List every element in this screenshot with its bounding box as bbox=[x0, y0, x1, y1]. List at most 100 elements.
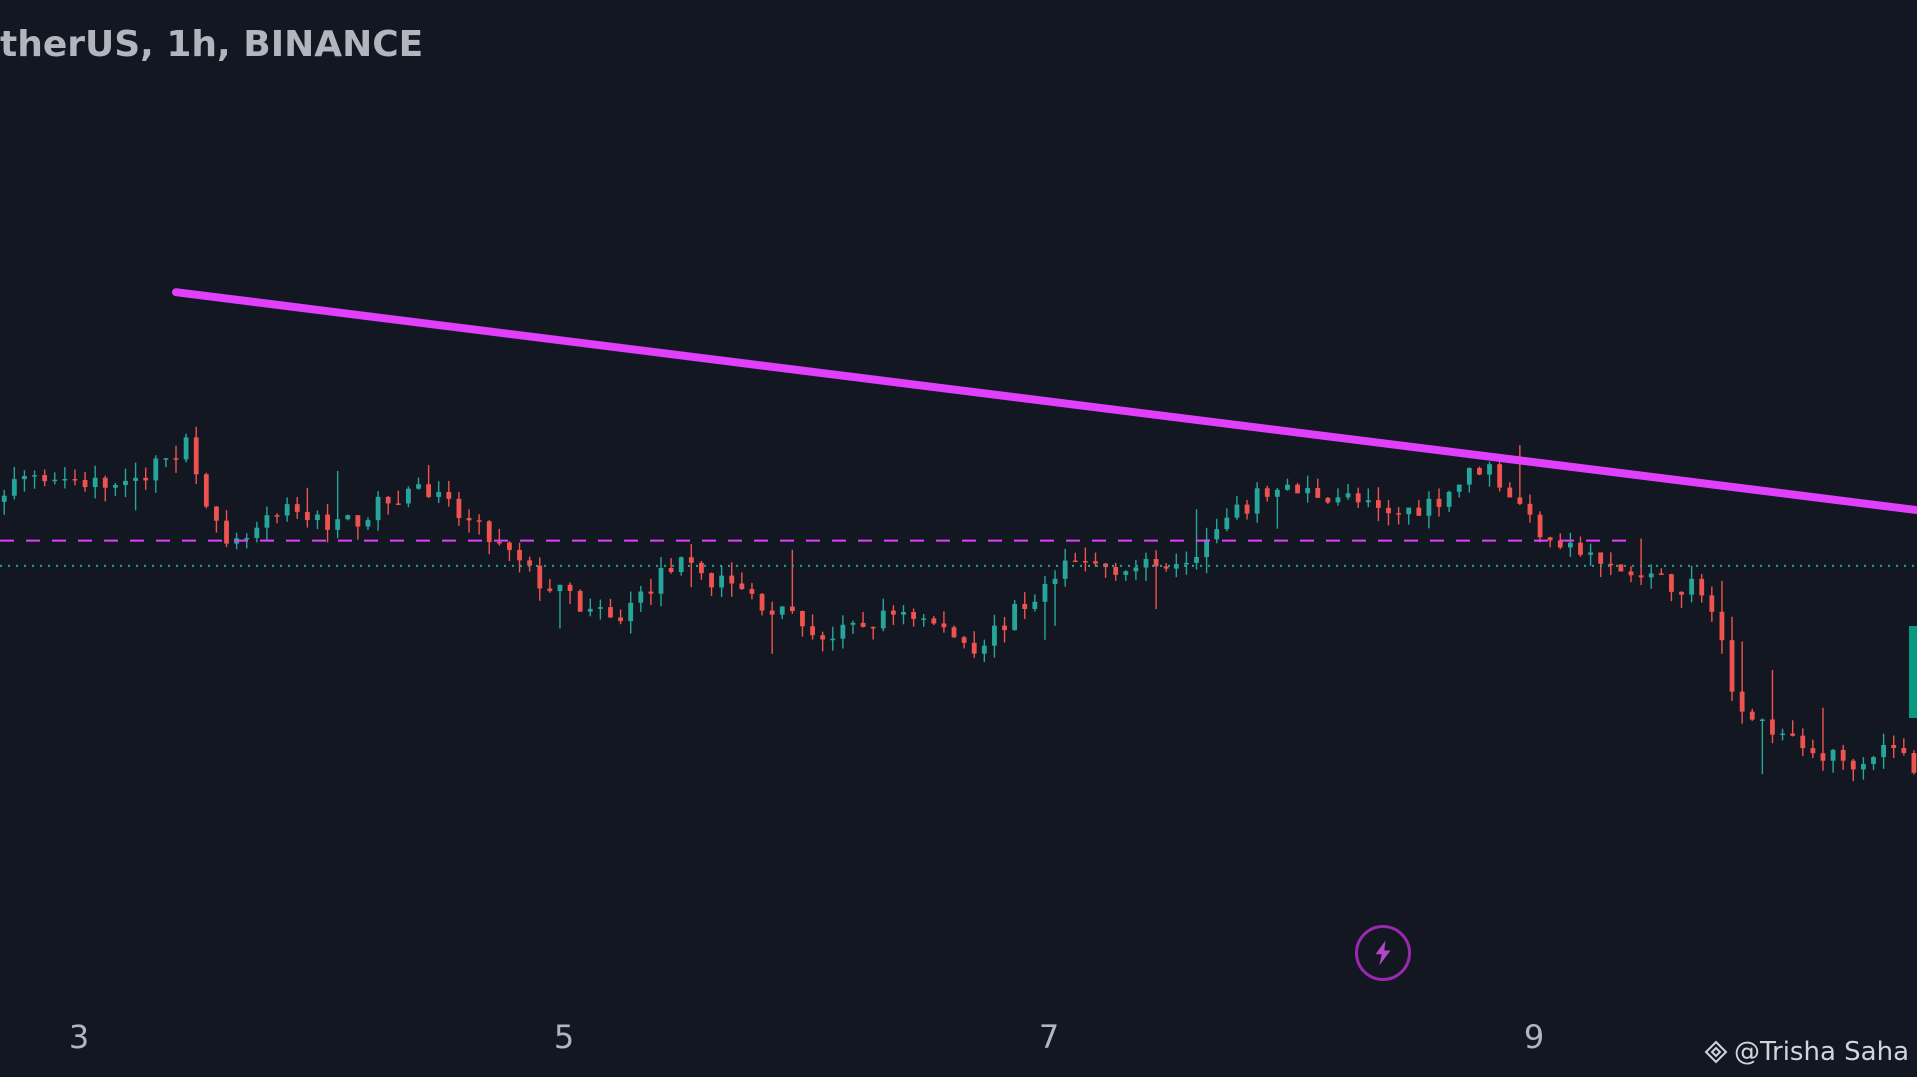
candle bbox=[1396, 507, 1402, 525]
candle bbox=[992, 614, 997, 658]
candle-body bbox=[1820, 753, 1826, 761]
candle-body bbox=[1194, 556, 1199, 563]
candle bbox=[1022, 592, 1028, 619]
candle-body bbox=[1901, 748, 1907, 754]
author-watermark[interactable]: @Trisha Saha bbox=[1704, 1037, 1909, 1067]
candle-body bbox=[901, 612, 906, 615]
candle bbox=[860, 611, 866, 628]
candle bbox=[1648, 564, 1654, 589]
candle bbox=[1689, 565, 1695, 603]
candle bbox=[375, 491, 381, 531]
candle-body bbox=[789, 606, 795, 612]
candle bbox=[1638, 538, 1644, 586]
watermark-text: @Trisha Saha bbox=[1733, 1037, 1909, 1067]
candle bbox=[638, 585, 644, 612]
candle-body bbox=[1365, 500, 1371, 503]
candle-body bbox=[1658, 573, 1664, 575]
candle bbox=[1598, 552, 1604, 578]
candle-body bbox=[446, 491, 452, 499]
candle-body bbox=[1790, 733, 1796, 736]
candle bbox=[688, 544, 694, 588]
candle bbox=[911, 608, 917, 627]
candle-body bbox=[426, 484, 432, 497]
candle-body bbox=[688, 557, 694, 563]
candle bbox=[92, 465, 98, 499]
candle bbox=[567, 582, 573, 605]
candle bbox=[1507, 482, 1513, 498]
candle-body bbox=[1143, 558, 1149, 568]
candle bbox=[1699, 573, 1705, 603]
candle-body bbox=[860, 622, 866, 627]
candle bbox=[820, 631, 826, 652]
candle bbox=[1719, 580, 1725, 654]
candle-body bbox=[1780, 733, 1785, 736]
price-tag[interactable] bbox=[1909, 626, 1917, 718]
candle bbox=[1709, 586, 1715, 622]
candle-body bbox=[1264, 488, 1270, 497]
candle bbox=[608, 598, 613, 619]
candle bbox=[981, 639, 987, 663]
candle bbox=[1194, 509, 1199, 570]
candle-body bbox=[749, 589, 755, 594]
candle bbox=[1133, 559, 1139, 580]
candle-body bbox=[1, 495, 7, 502]
candle bbox=[749, 583, 755, 600]
candle bbox=[1264, 485, 1270, 502]
candle bbox=[779, 605, 785, 620]
candle-body bbox=[1669, 574, 1674, 592]
candle-body bbox=[1628, 571, 1634, 576]
candle-body bbox=[1749, 711, 1755, 720]
candle bbox=[254, 521, 260, 543]
candle-body bbox=[72, 478, 78, 481]
candle-body bbox=[1739, 691, 1745, 712]
candle bbox=[405, 486, 411, 508]
candle bbox=[102, 475, 108, 502]
candle-body bbox=[1800, 735, 1806, 749]
candle bbox=[1042, 575, 1048, 640]
candle-body bbox=[1345, 493, 1351, 498]
candle bbox=[840, 615, 846, 649]
candle-body bbox=[1891, 745, 1897, 749]
candle-body bbox=[224, 520, 229, 544]
candle bbox=[1588, 543, 1593, 567]
candle bbox=[1618, 564, 1624, 572]
candle-body bbox=[274, 515, 280, 517]
candle-body bbox=[1709, 595, 1715, 612]
candle bbox=[224, 510, 229, 548]
candle bbox=[1224, 508, 1230, 532]
candle-body bbox=[507, 542, 512, 550]
candle bbox=[32, 470, 37, 489]
candle-body bbox=[1184, 562, 1189, 565]
candle bbox=[628, 591, 634, 634]
candle-body bbox=[517, 549, 522, 561]
lightning-bolt-icon[interactable] bbox=[1355, 925, 1411, 981]
candle-body bbox=[1042, 583, 1048, 602]
candle-body bbox=[577, 591, 583, 612]
candle bbox=[1163, 563, 1169, 572]
candle-body bbox=[931, 618, 937, 624]
candle-body bbox=[557, 584, 563, 592]
candle bbox=[52, 472, 58, 485]
candle bbox=[1274, 488, 1280, 529]
candle bbox=[1244, 499, 1250, 520]
candle-body bbox=[1770, 719, 1775, 735]
candle-body bbox=[1679, 591, 1684, 595]
candle bbox=[759, 592, 765, 616]
candle-body bbox=[1113, 567, 1119, 575]
candle-body bbox=[981, 645, 987, 654]
candle-body bbox=[618, 617, 623, 622]
candle bbox=[1860, 757, 1866, 780]
candles-layer bbox=[1, 426, 1917, 782]
candle-body bbox=[1072, 560, 1078, 563]
candle-body bbox=[1810, 748, 1816, 754]
candle-body bbox=[1598, 552, 1604, 564]
x-tick-label: 3 bbox=[69, 1018, 89, 1056]
candle-body bbox=[1517, 497, 1523, 504]
candle-body bbox=[183, 437, 189, 460]
candle bbox=[1345, 483, 1351, 500]
candle-body bbox=[597, 607, 603, 609]
candle bbox=[830, 626, 836, 651]
candle-body bbox=[941, 623, 947, 628]
candle-body bbox=[992, 625, 997, 646]
